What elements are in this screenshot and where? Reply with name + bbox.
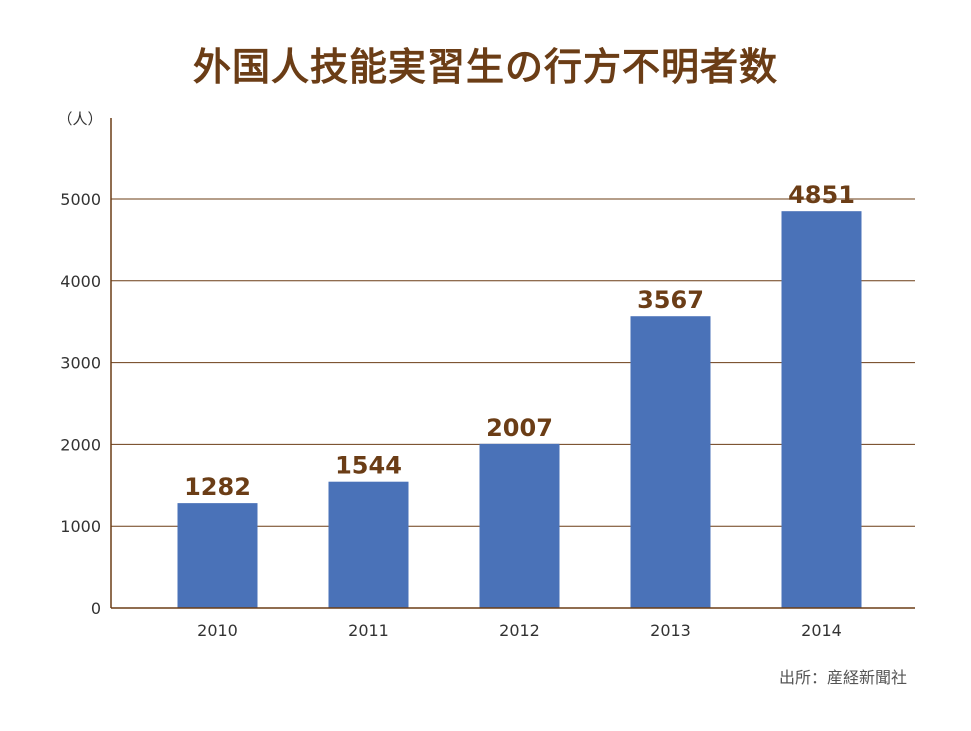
x-tick-label: 2010 xyxy=(197,621,238,640)
source-note: 出所：産経新聞社 xyxy=(778,668,907,687)
chart-title: 外国人技能実習生の行方不明者数 xyxy=(192,45,778,89)
bar-value-label: 4851 xyxy=(788,181,855,209)
y-axis-label: （人） xyxy=(57,110,102,128)
labels: 0 1000 2000 3000 4000 5000 （人） 1282 2010 1544 2011… xyxy=(57,110,854,640)
bar-value-label: 1282 xyxy=(184,473,251,501)
y-tick-label: 3000 xyxy=(60,354,101,373)
bar-value-label: 1544 xyxy=(335,452,402,480)
x-tick-label: 2013 xyxy=(650,621,691,640)
y-tick-label: 4000 xyxy=(60,272,101,291)
bar-2013 xyxy=(630,316,711,608)
bars xyxy=(177,211,862,608)
bar-2014 xyxy=(781,211,862,608)
bar-value-label: 2007 xyxy=(486,414,553,442)
y-tick-label: 2000 xyxy=(60,435,101,454)
bar-2010 xyxy=(177,503,258,608)
x-tick-label: 2012 xyxy=(499,621,540,640)
y-tick-label: 1000 xyxy=(60,517,101,536)
axes xyxy=(110,118,915,609)
bar-2011 xyxy=(328,481,409,608)
y-tick-label: 5000 xyxy=(60,190,101,209)
x-tick-label: 2011 xyxy=(348,621,389,640)
bar-2012 xyxy=(479,443,560,608)
bar-value-label: 3567 xyxy=(637,286,704,314)
y-tick-label: 0 xyxy=(91,599,101,618)
x-tick-label: 2014 xyxy=(801,621,842,640)
